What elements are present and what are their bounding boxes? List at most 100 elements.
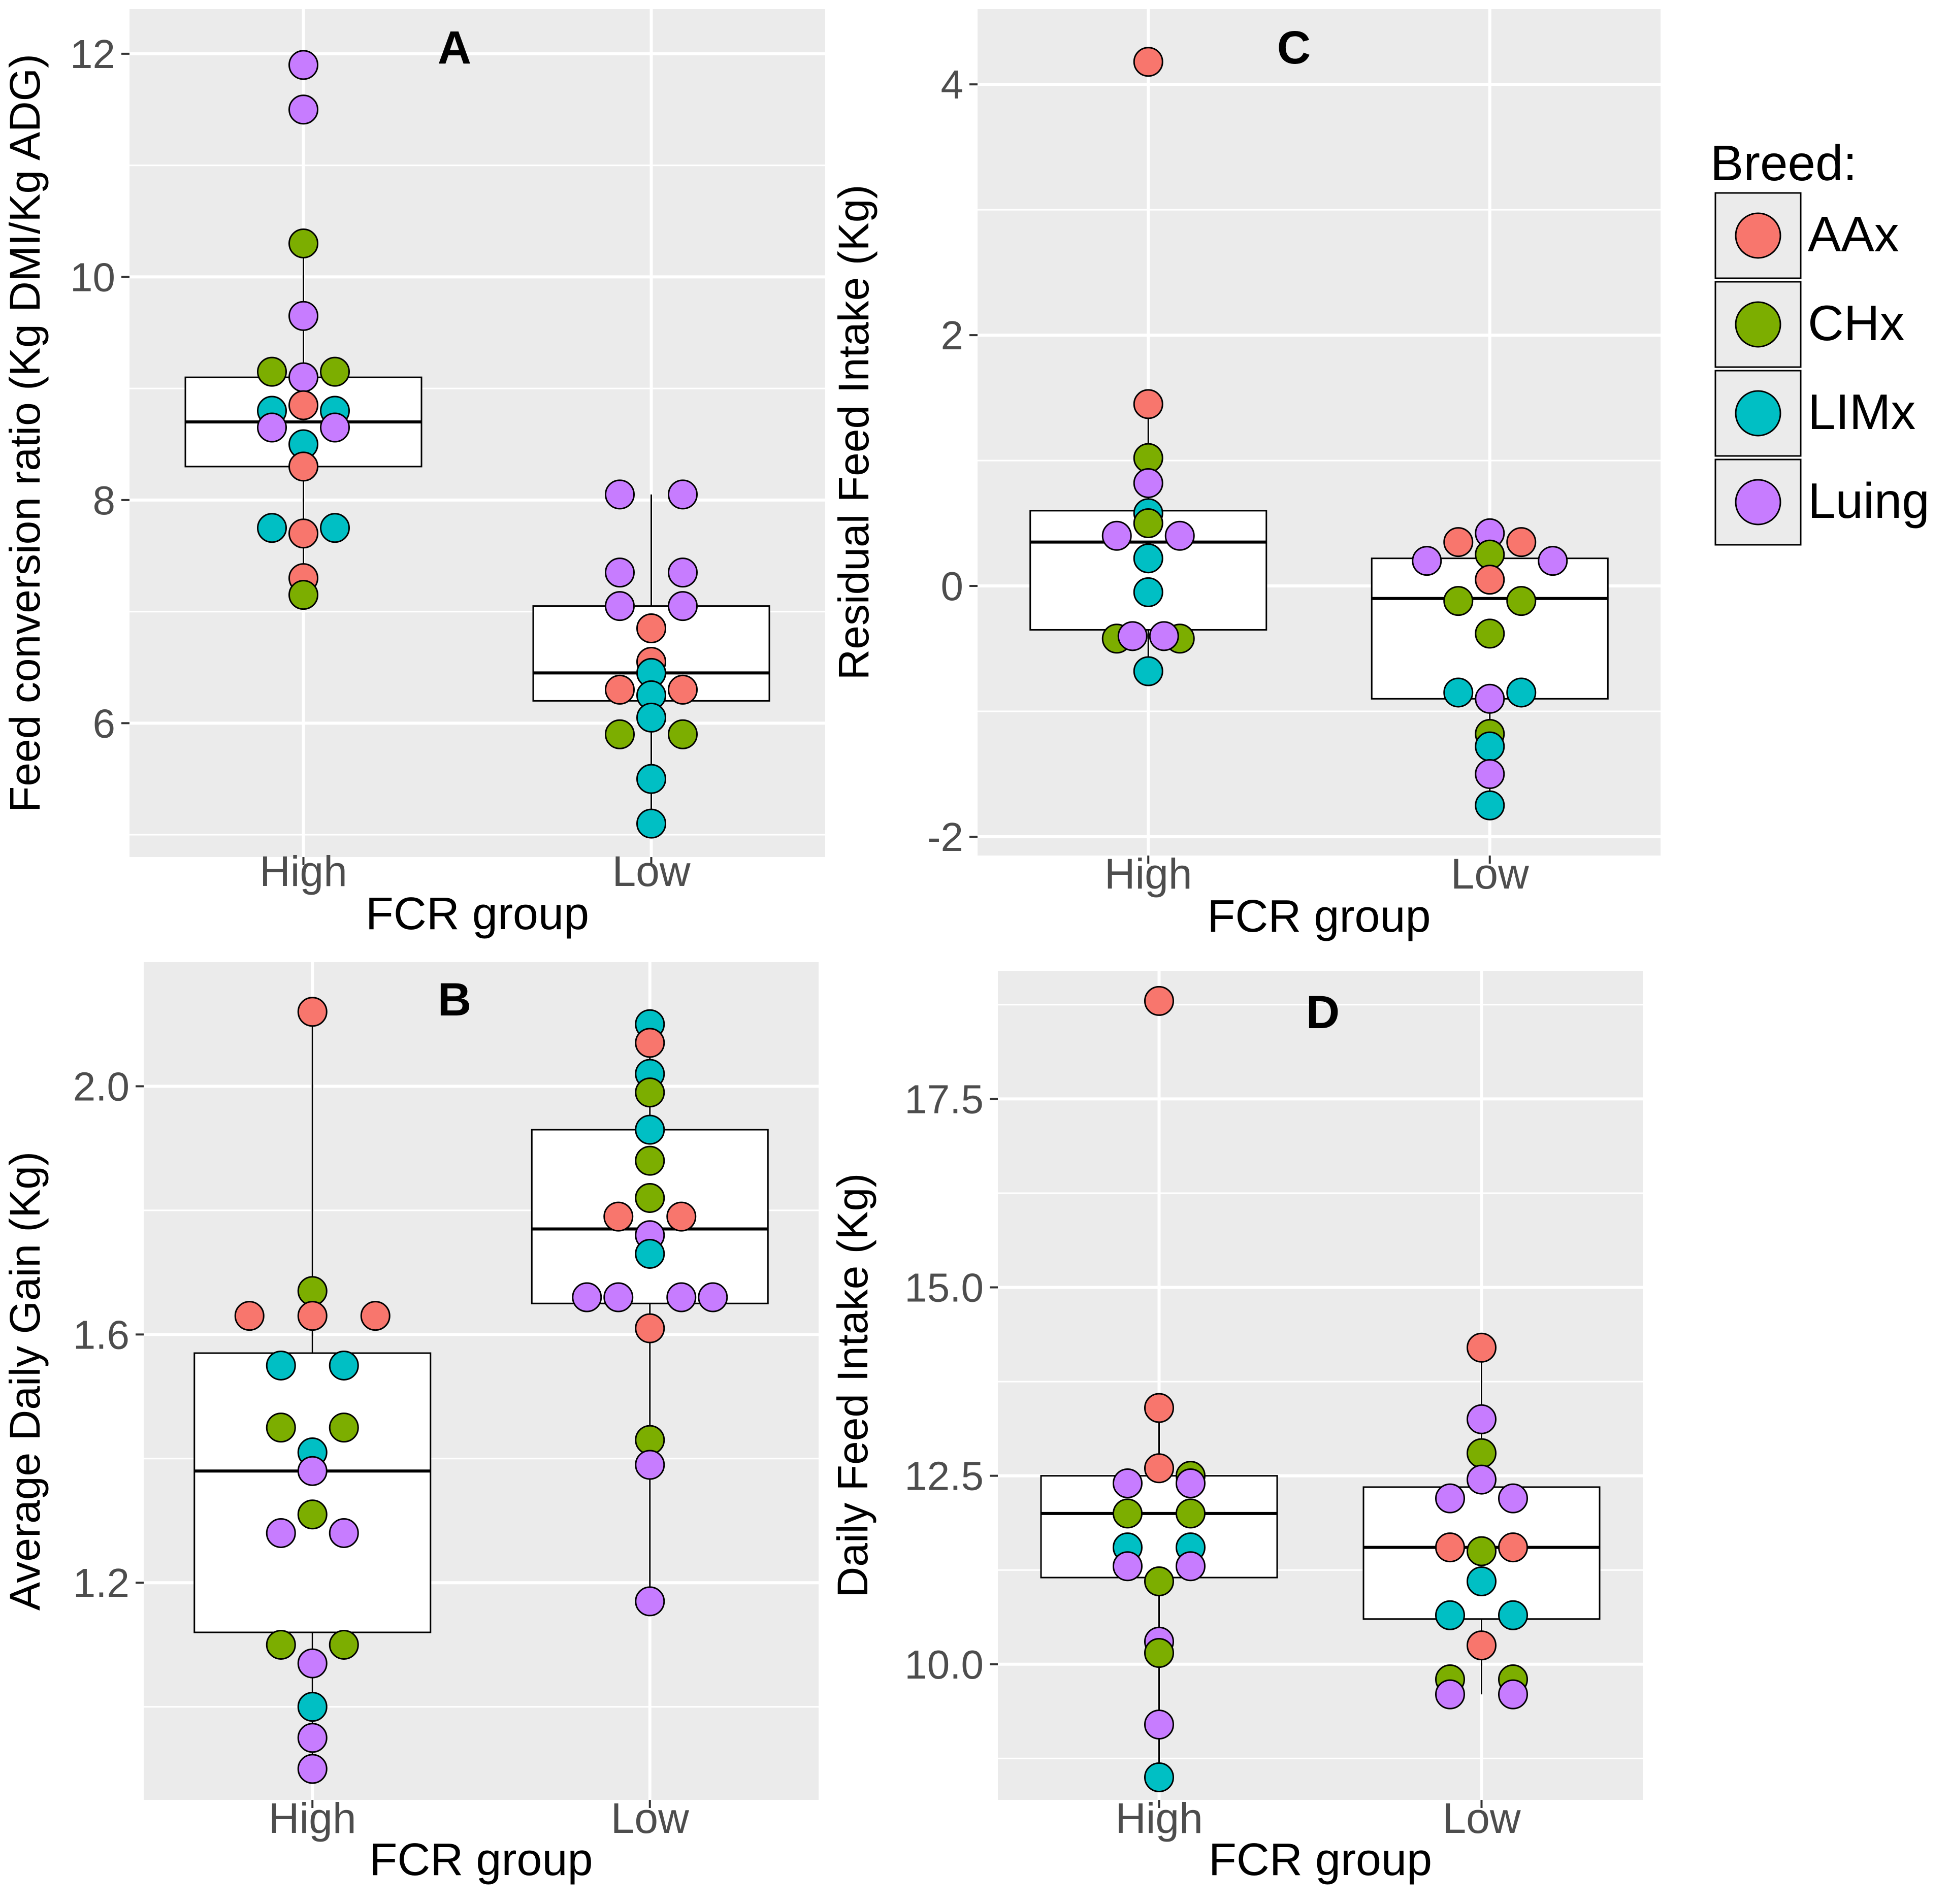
dot-chx: [297, 1499, 328, 1530]
dot-luing: [605, 557, 635, 588]
x-tick-label: Low: [611, 1794, 689, 1842]
dot-luing: [1113, 1551, 1143, 1582]
box-iqr: [193, 1352, 432, 1633]
boxplot-high: [1040, 1408, 1278, 1778]
y-tick-label: 6: [93, 701, 116, 746]
x-tick-label: High: [259, 847, 347, 895]
dot-chx: [257, 356, 287, 387]
dot-luing: [1412, 546, 1442, 576]
dot-aax: [297, 997, 328, 1027]
x-axis-title: FCR group: [1207, 891, 1431, 942]
dot-chx: [320, 356, 350, 387]
y-axis-title: Feed conversion ratio (Kg DMI/Kg ADG): [1, 54, 49, 812]
dot-luing: [635, 1586, 665, 1617]
dot-luing: [1101, 520, 1132, 551]
dot-aax: [635, 1313, 665, 1343]
dot-limx: [1506, 677, 1537, 708]
dot-luing: [266, 1518, 296, 1548]
panel-label: C: [1277, 22, 1311, 74]
x-tick-label: Low: [612, 847, 690, 895]
panel-background: [998, 971, 1643, 1800]
legend-title: Breed:: [1710, 135, 1857, 191]
y-axis-title: Average Daily Gain (Kg): [1, 1152, 49, 1611]
dot-aax: [1435, 1532, 1465, 1563]
x-axis-title: FCR group: [366, 889, 589, 939]
dot-luing: [288, 301, 318, 331]
dot-chx: [605, 719, 635, 749]
x-tick-label: Low: [1451, 850, 1529, 898]
legend-label: AAx: [1808, 206, 1899, 262]
legend-label: Luing: [1808, 473, 1930, 529]
y-tick-label: 17.5: [904, 1076, 984, 1122]
dot-luing: [1176, 1551, 1206, 1582]
dot-luing: [605, 591, 635, 621]
dot-luing: [1113, 1468, 1143, 1498]
dot-aax: [1133, 47, 1163, 77]
x-tick-label: High: [1104, 850, 1192, 898]
dot-luing: [1133, 468, 1163, 499]
dot-luing: [605, 479, 635, 510]
dot-luing: [297, 1754, 328, 1784]
x-axis-title: FCR group: [369, 1834, 593, 1885]
dot-chx: [1144, 1638, 1174, 1668]
dot-luing: [698, 1282, 728, 1312]
dot-aax: [288, 518, 318, 549]
panel-c: -2 0 2 4 High Low FCR group Residual Feed Intak…: [830, 9, 1661, 942]
y-tick-label: 8: [93, 478, 116, 523]
dot-aax: [297, 1301, 328, 1331]
dot-aax: [666, 1201, 697, 1232]
x-axis-title: FCR group: [1209, 1834, 1432, 1885]
dot-luing: [1467, 1404, 1497, 1434]
y-axis-title: Daily Feed Intake (Kg): [829, 1173, 876, 1598]
dot-chx: [1176, 1498, 1206, 1529]
dot-luing: [297, 1723, 328, 1753]
legend-label: LIMx: [1808, 384, 1915, 440]
dot-chx: [1467, 1536, 1497, 1566]
y-tick-label: 12.5: [904, 1454, 984, 1499]
dot-chx: [1144, 1566, 1174, 1596]
y-tick-label: 1.6: [73, 1312, 129, 1357]
dot-luing: [668, 557, 698, 588]
dot-limx: [636, 764, 666, 794]
dot-chx: [635, 1183, 665, 1213]
dot-limx: [636, 808, 666, 839]
y-tick-label: 10: [70, 254, 115, 300]
dot-aax: [288, 390, 318, 420]
dot-luing: [320, 412, 350, 443]
dot-luing: [668, 479, 698, 510]
dot-chx: [635, 1145, 665, 1176]
dot-limx: [1133, 543, 1163, 574]
y-tick-label: 12: [70, 31, 115, 77]
dot-chx: [288, 580, 318, 610]
y-tick-label: -2: [927, 814, 963, 860]
legend-key-luing: [1735, 479, 1781, 526]
x-tick-label: Low: [1442, 1794, 1520, 1842]
dot-chx: [635, 1077, 665, 1108]
dot-chx: [1113, 1498, 1143, 1529]
dot-limx: [1133, 656, 1163, 686]
dot-limx: [636, 702, 666, 733]
box-iqr: [1040, 1475, 1278, 1579]
dot-limx: [266, 1350, 296, 1381]
dot-aax: [1506, 527, 1537, 557]
dot-luing: [668, 591, 698, 621]
dot-luing: [297, 1648, 328, 1679]
dot-luing: [297, 1456, 328, 1486]
legend-key-chx: [1735, 301, 1781, 348]
legend: Breed: AAx CHx LIMx Luing: [1710, 135, 1930, 546]
dot-luing: [1467, 1464, 1497, 1495]
dot-luing: [1435, 1679, 1465, 1710]
y-tick-label: 0: [941, 564, 964, 609]
dot-luing: [1435, 1483, 1465, 1514]
dot-aax: [603, 1201, 634, 1232]
dot-luing: [257, 412, 287, 443]
panel-label: B: [438, 974, 471, 1026]
dot-limx: [1443, 677, 1474, 708]
panel-a: 6 8 10 12 High Low FCR group Feed conversion ra…: [1, 9, 825, 939]
dot-aax: [1133, 389, 1163, 419]
legend-key-aax: [1735, 212, 1781, 259]
dot-luing: [635, 1450, 665, 1480]
dot-aax: [1144, 986, 1174, 1016]
dot-luing: [1498, 1483, 1528, 1514]
